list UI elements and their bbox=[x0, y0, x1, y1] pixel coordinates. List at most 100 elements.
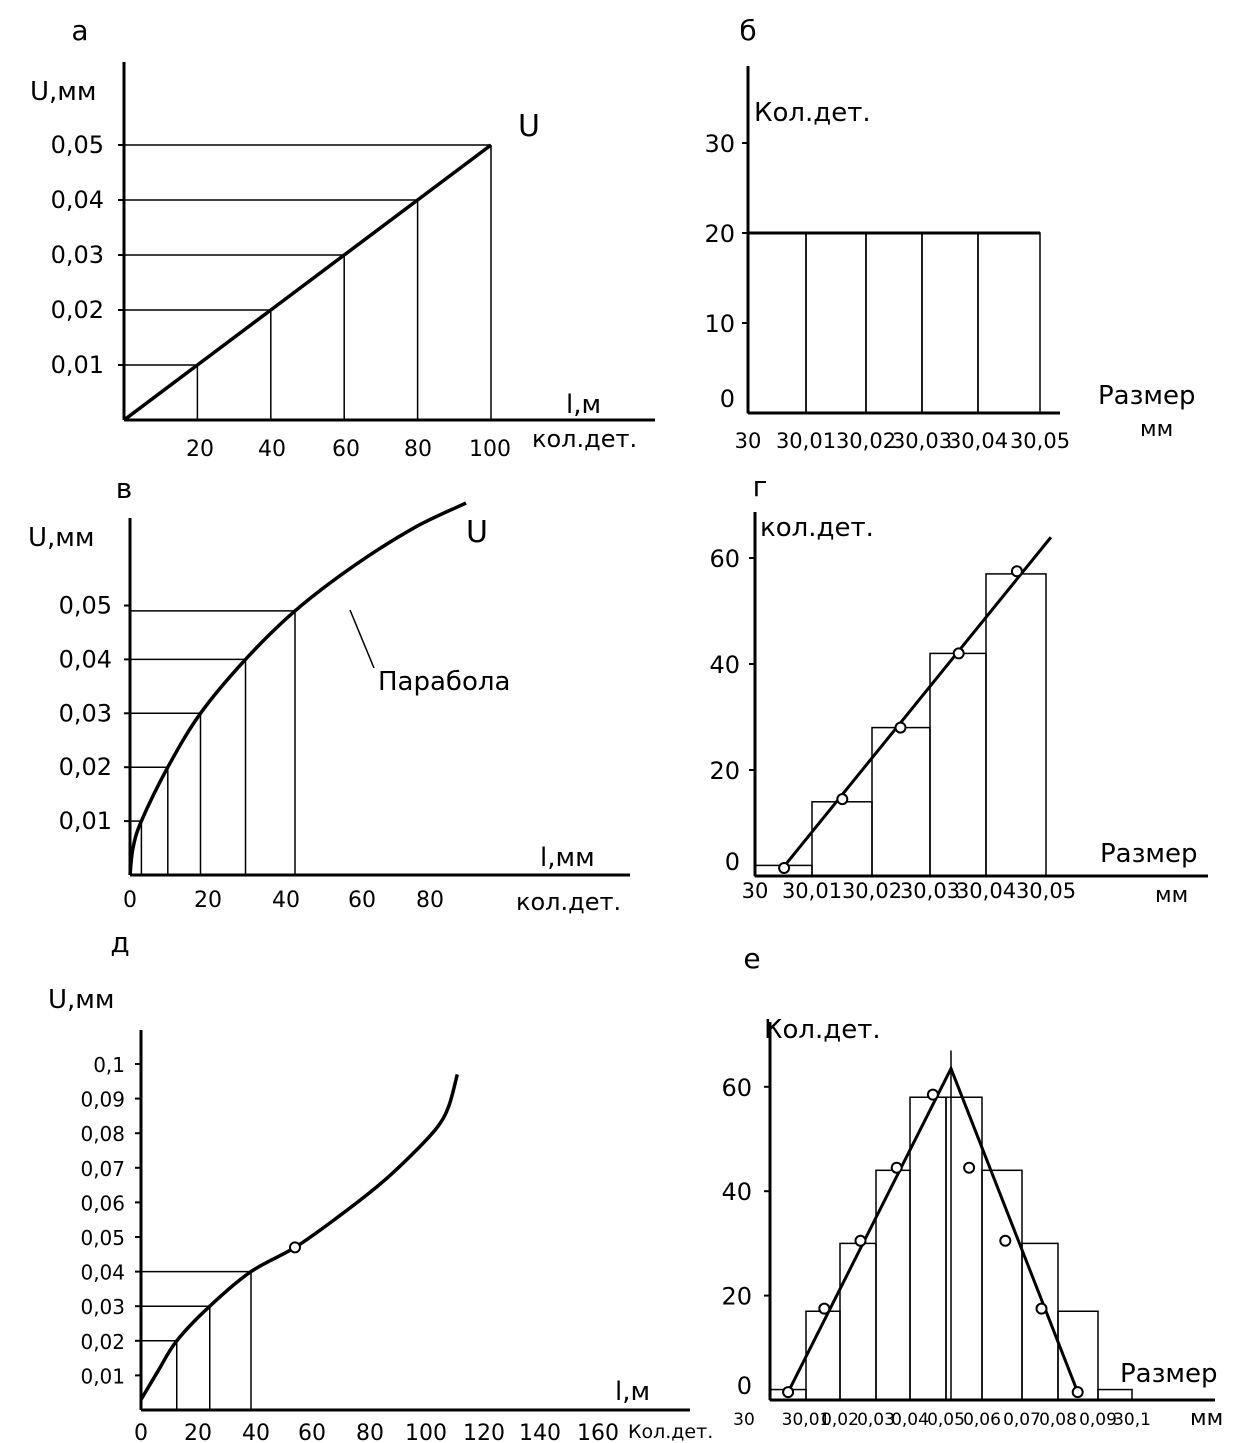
trend-point bbox=[963, 1161, 976, 1174]
x-tick-label: 160 bbox=[577, 1421, 619, 1443]
x-tick-label: 60 bbox=[298, 1421, 326, 1443]
y-tick-label: 0,04 bbox=[80, 1261, 125, 1285]
trend-point bbox=[836, 793, 849, 806]
x-tick-label: 40 bbox=[242, 1421, 270, 1443]
y-tick-label: 0,04 bbox=[59, 645, 112, 673]
x-tick-label: 80 bbox=[416, 888, 444, 913]
annotation-parabola: Парабола bbox=[378, 667, 510, 697]
histogram-bar bbox=[811, 801, 873, 877]
y-tick-label: 0,07 bbox=[80, 1157, 125, 1181]
x-tick-label: 0,02 bbox=[821, 1410, 859, 1430]
x-tick-label: 30,01 bbox=[782, 1410, 831, 1430]
y-tick-label: 0,01 bbox=[80, 1364, 125, 1388]
y-axis-label: кол.дет. bbox=[760, 513, 874, 543]
trend-point bbox=[999, 1234, 1012, 1247]
trend-point bbox=[1071, 1386, 1084, 1399]
x-axis-label: l,мм bbox=[540, 843, 595, 873]
x-axis-unit: мм bbox=[1155, 883, 1188, 908]
y-tick-label: 0,02 bbox=[80, 1330, 125, 1354]
y-tick-label: 20 bbox=[721, 1283, 752, 1311]
y-tick-label: 20 bbox=[709, 757, 740, 785]
y-tick-label: 0,1 bbox=[93, 1053, 125, 1077]
x-tick-label: 0 bbox=[123, 888, 137, 913]
x-tick-label: 0 bbox=[134, 1421, 148, 1443]
x-axis-label-secondary: кол.дет. bbox=[532, 425, 637, 453]
y-tick-label: 60 bbox=[709, 545, 740, 573]
y-axis-label: U,мм bbox=[48, 985, 115, 1015]
marked-point bbox=[289, 1241, 301, 1254]
histogram-bar bbox=[1057, 1310, 1099, 1401]
x-tick-label: 80 bbox=[356, 1421, 384, 1443]
x-tick-label: 30,02 bbox=[836, 429, 896, 453]
y-tick-label: 0,03 bbox=[51, 241, 104, 269]
x-axis-label: l,м bbox=[566, 390, 601, 420]
panel-label: г bbox=[753, 470, 768, 503]
y-tick-label: 0 bbox=[720, 385, 735, 413]
y-tick-label: 0,05 bbox=[80, 1226, 125, 1250]
x-tick-label: 140 bbox=[519, 1421, 561, 1443]
chart-d: д 0,01 0,02 0,03 0,04 0,05 0,06 0,07 0,08 0,09 0,1… bbox=[48, 926, 713, 1443]
histogram-bar bbox=[871, 726, 931, 877]
y-axis-label: U,мм bbox=[30, 77, 97, 107]
y-tick-label: 60 bbox=[721, 1074, 752, 1102]
x-tick-label: 30,03 bbox=[892, 429, 952, 453]
x-axis-label: l,м bbox=[615, 1377, 650, 1407]
histogram-bar bbox=[747, 232, 807, 414]
histogram-bar bbox=[985, 573, 1047, 877]
annotation-leader bbox=[349, 609, 375, 669]
trend-point bbox=[818, 1302, 831, 1315]
trend-point bbox=[1035, 1302, 1048, 1315]
y-tick-label: 0,01 bbox=[51, 351, 104, 379]
y-tick-label: 0,05 bbox=[59, 592, 112, 620]
histogram-bar bbox=[909, 1096, 947, 1401]
trend-line bbox=[779, 536, 1053, 871]
x-tick-label: 20 bbox=[194, 888, 222, 913]
y-axis-label: U,мм bbox=[28, 523, 95, 553]
x-tick-label: 0,03 bbox=[857, 1410, 895, 1430]
trend-point bbox=[854, 1234, 867, 1247]
x-tick-label: 30,01 bbox=[776, 429, 836, 453]
y-tick-label: 40 bbox=[709, 651, 740, 679]
y-tick-label: 0,06 bbox=[80, 1191, 125, 1215]
x-axis-label-secondary: кол.дет. bbox=[516, 888, 621, 916]
x-tick-label: 30,03 bbox=[900, 879, 960, 903]
x-axis-label-secondary: Кол.дет. bbox=[628, 1421, 713, 1443]
x-tick-label: 30,04 bbox=[948, 429, 1008, 453]
y-tick-label: 0,02 bbox=[59, 753, 112, 781]
histogram-bar bbox=[981, 1169, 1023, 1401]
x-tick-label: 40 bbox=[258, 437, 286, 462]
x-tick-label: 30,04 bbox=[956, 879, 1016, 903]
x-tick-label: 80 bbox=[404, 437, 432, 462]
histogram-bar bbox=[921, 232, 979, 414]
x-tick-label: 60 bbox=[332, 437, 360, 462]
x-tick-label: 0,05 bbox=[927, 1410, 965, 1430]
x-tick-label: 100 bbox=[469, 437, 511, 462]
x-axis-label: Размер bbox=[1120, 1359, 1218, 1389]
trend-point bbox=[952, 647, 965, 660]
x-tick-label: 20 bbox=[186, 437, 214, 462]
x-tick-label: 30,1 bbox=[1113, 1410, 1151, 1430]
y-tick-label: 40 bbox=[721, 1178, 752, 1206]
curve-label: U bbox=[466, 515, 488, 550]
panel-label: е bbox=[743, 942, 760, 975]
histogram-bar bbox=[865, 232, 923, 414]
trend-line bbox=[786, 1064, 1080, 1393]
x-tick-label: 20 bbox=[184, 1421, 212, 1443]
histogram-bar bbox=[839, 1242, 877, 1401]
x-tick-label: 30 bbox=[742, 879, 769, 903]
trend-point bbox=[890, 1161, 903, 1174]
x-axis-unit: мм bbox=[1190, 1406, 1223, 1431]
panel-label: б bbox=[739, 14, 756, 47]
trend-point bbox=[926, 1088, 939, 1101]
y-tick-label: 0,03 bbox=[59, 699, 112, 727]
histogram-bar bbox=[805, 232, 867, 414]
chart-a: а 0,01 0,02 0,03 0,04 0,05 20 40 60 80 100 U,мм l,м к… bbox=[30, 14, 655, 462]
x-tick-label: 30,02 bbox=[842, 879, 902, 903]
x-tick-label: 0,08 bbox=[1039, 1410, 1077, 1430]
x-axis-label: Размер bbox=[1100, 839, 1198, 869]
y-axis-label: Кол.дет. bbox=[754, 98, 871, 128]
y-tick-label: 0,01 bbox=[59, 807, 112, 835]
chart-v: в 0,01 0,02 0,03 0,04 0,05 0 20 40 60 80 U,мм l,мм ко… bbox=[28, 472, 630, 916]
y-tick-label: 10 bbox=[704, 310, 735, 338]
